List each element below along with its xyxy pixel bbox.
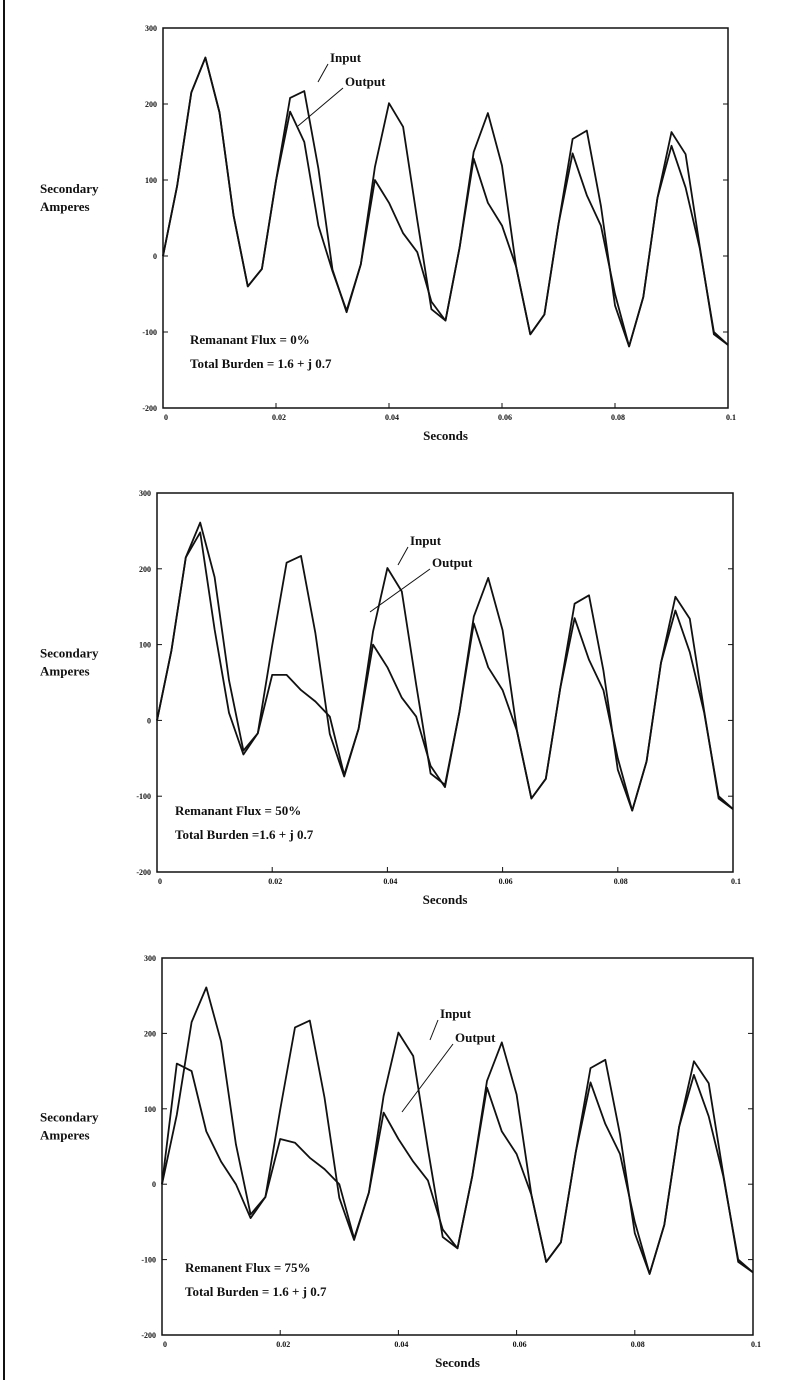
y-tick-label: 300 [139,489,151,498]
annotation: Total Burden =1.6 + j 0.7 [175,827,314,842]
x-tick-label: 0.08 [614,877,628,886]
series-line [162,1064,753,1274]
leader [318,64,328,82]
x-tick-label: 0.04 [385,413,399,422]
y-tick-label: -100 [142,328,157,337]
x-tick-label: 0 [164,413,168,422]
y-tick-label: 0 [153,252,157,261]
y-tick-label: -200 [141,1331,156,1340]
leader [398,547,408,565]
leader [402,1044,453,1112]
x-tick-label: 0.06 [498,413,512,422]
y-tick-label: -200 [136,868,151,877]
annotation: Total Burden = 1.6 + j 0.7 [190,356,332,371]
x-tick-label: 0.04 [394,1340,408,1349]
y-tick-label: -200 [142,404,157,413]
legend-label: Output [432,555,473,570]
annotation: Remanant Flux = 0% [190,332,310,347]
y-tick-label: 200 [139,565,151,574]
x-tick-label: 0.06 [499,877,513,886]
x-tick-label: 0.04 [383,877,397,886]
x-tick-label: 0.1 [751,1340,761,1349]
x-tick-label: 0.02 [268,877,282,886]
leader [370,569,430,612]
x-tick-label: 0.1 [731,877,741,886]
legend-label: Input [330,50,362,65]
x-tick-label: 0.08 [631,1340,645,1349]
page: -200 -100 0 100 200 300 0 0.02 0.04 0.06 0.08 0.1 In… [0,0,796,1380]
legend-label: Output [455,1030,496,1045]
y-tick-label: -100 [136,792,151,801]
x-tick-label: 0.08 [611,413,625,422]
plot-frame [163,28,728,408]
x-tick-label: 0.1 [726,413,736,422]
leader [430,1020,438,1040]
legend-label: Input [440,1006,472,1021]
x-tick-label: 0.06 [513,1340,527,1349]
legend-label: Output [345,74,386,89]
annotation: Total Burden = 1.6 + j 0.7 [185,1284,327,1299]
y-tick-label: 300 [144,954,156,963]
annotation: Remanent Flux = 75% [185,1260,311,1275]
x-axis-label: Seconds [435,1355,480,1370]
y-tick-label: 200 [144,1029,156,1038]
series-line [163,58,728,347]
y-tick-label: 0 [147,716,151,725]
x-axis-label: Seconds [423,428,468,443]
y-tick-label: 100 [139,641,151,650]
x-axis-label: Seconds [423,892,468,907]
y-tick-label: 0 [152,1180,156,1189]
y-tick-label: 300 [145,24,157,33]
x-tick-label: 0.02 [272,413,286,422]
y-tick-label: 200 [145,100,157,109]
annotation: Remanant Flux = 50% [175,803,301,818]
series-line [163,58,728,347]
x-tick-label: 0 [158,877,162,886]
legend-label: Input [410,533,442,548]
y-tick-label: 100 [145,176,157,185]
y-tick-label: 100 [144,1105,156,1114]
x-tick-label: 0.02 [276,1340,290,1349]
x-tick-label: 0 [163,1340,167,1349]
series-line [157,532,733,810]
y-tick-label: -100 [141,1256,156,1265]
